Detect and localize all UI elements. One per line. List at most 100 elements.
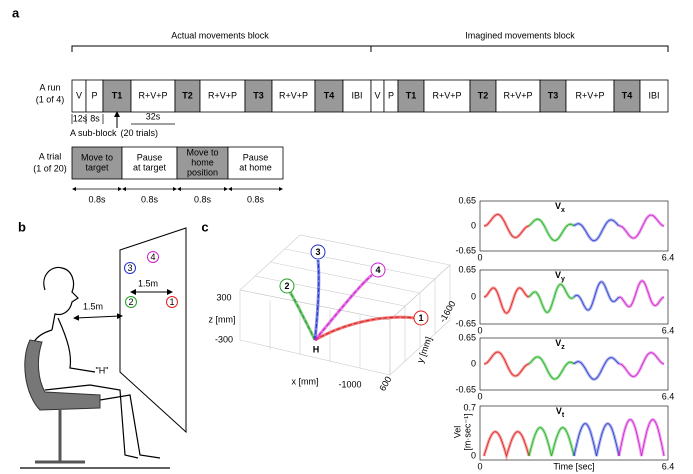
- run-cell-label: T4: [324, 90, 335, 100]
- z-label: z [mm]: [209, 314, 236, 324]
- target-number: 1: [169, 297, 174, 307]
- velocity-mean: [483, 351, 530, 377]
- home-label: "H": [96, 365, 109, 375]
- plot-title-sub: x: [561, 207, 565, 214]
- plot-frame: [479, 337, 669, 391]
- velocity-band: [527, 217, 575, 243]
- run-cell-label: T1: [406, 90, 417, 100]
- plot-title-main: V: [555, 338, 561, 348]
- target-board: [119, 227, 187, 434]
- velocity-band: [527, 355, 575, 381]
- run-cell: [565, 79, 615, 113]
- duration: 0.8s: [194, 194, 212, 204]
- target-number: 3: [315, 247, 320, 257]
- target-marker: [310, 244, 326, 260]
- distance: 1.5m: [83, 301, 103, 311]
- trial-cell-label: Pause: [137, 152, 163, 162]
- target-marker: [166, 296, 178, 308]
- velocity-band: [619, 351, 665, 379]
- target-number: 1: [418, 313, 423, 323]
- trial-cell-label: Move to: [81, 152, 113, 162]
- velocity-mean: [619, 214, 665, 239]
- run-cell: [199, 79, 246, 113]
- run-cell-label: P: [91, 90, 97, 100]
- y-tick: 0: [471, 220, 476, 230]
- velocity-band: [572, 280, 621, 312]
- target-marker: [147, 251, 159, 263]
- home-label: H: [313, 344, 320, 354]
- plot-title-sub: y: [561, 276, 565, 283]
- target-marker: [124, 262, 136, 274]
- plot-title-sub: z: [561, 344, 565, 351]
- velocity-mean: [483, 287, 530, 314]
- duration: 0.8s: [247, 194, 265, 204]
- run-cell-label: IBI: [648, 90, 659, 100]
- z-tick: 300: [216, 292, 231, 302]
- plot-title: Vz: [555, 338, 565, 350]
- x-tick: 6.4: [662, 325, 675, 335]
- x-label: Time [sec]: [553, 461, 594, 471]
- run-label: A run: [39, 82, 60, 92]
- run-cell-label: R+V+P: [503, 90, 532, 100]
- run-cell-label: T3: [253, 90, 264, 100]
- run-cell-label: IBI: [351, 90, 362, 100]
- run-cell: [423, 79, 471, 113]
- run-cell-label: T3: [548, 90, 559, 100]
- trial-cell-label: at target: [133, 162, 167, 172]
- velocity-mean: [619, 352, 665, 378]
- y-tick: 0: [471, 291, 476, 301]
- x-tick: 0: [477, 391, 482, 401]
- run-cell: [539, 79, 567, 113]
- run-cell-label: T1: [112, 90, 123, 100]
- velocity-band: [618, 279, 665, 309]
- trial-cell-label: target: [85, 162, 109, 172]
- timing: 12s: [73, 113, 88, 123]
- y-tick: 0.65: [458, 264, 476, 274]
- velocity-mean: [528, 356, 575, 380]
- x-tick: 0: [477, 461, 482, 471]
- velocity-mean: [528, 283, 575, 313]
- velocity-mean: [483, 214, 530, 238]
- velocity-band: [617, 418, 666, 457]
- x-tick: 6.4: [662, 391, 675, 401]
- run-cell: [102, 79, 132, 113]
- y-tick: 0.65: [458, 332, 476, 342]
- run-cell-label: R+V+P: [279, 90, 308, 100]
- run-cell-label: T2: [182, 90, 193, 100]
- run-cell-label: P: [388, 90, 394, 100]
- panel-label: b: [18, 219, 26, 234]
- run-cell-label: R+V+P: [208, 90, 237, 100]
- y-tick: 0.65: [458, 195, 476, 205]
- trajectory-mean: [314, 274, 373, 341]
- plot-title: Vt: [556, 406, 565, 418]
- run-cell-label: V: [76, 90, 82, 100]
- run-cell: [639, 79, 669, 113]
- trial-cell: [176, 146, 229, 180]
- target-number: 2: [284, 281, 289, 291]
- panel-label: a: [12, 5, 20, 20]
- z-tick: -300: [215, 334, 233, 344]
- duration: 0.8s: [141, 194, 159, 204]
- velocity-band: [572, 422, 621, 457]
- trial-cell-label: home: [191, 157, 214, 167]
- run-cell: [613, 79, 641, 113]
- block-label: Imagined movements block: [465, 30, 575, 40]
- plot-title: Vy: [555, 270, 565, 282]
- y-tick: 600: [377, 375, 393, 393]
- x-tick: 6.4: [662, 252, 675, 262]
- target-marker: [370, 262, 386, 278]
- run-cell: [174, 79, 201, 113]
- run-cell-label: V: [374, 90, 380, 100]
- velocity-mean: [573, 423, 620, 457]
- trajectory-mean: [314, 316, 416, 341]
- trial-cell-label: Pause: [243, 152, 269, 162]
- plot-frame: [479, 269, 669, 325]
- run-cell-label: R+V+P: [575, 90, 604, 100]
- plot-title-main: V: [556, 406, 562, 416]
- y-tick: -0.65: [455, 318, 476, 328]
- trial-cell-label: at home: [239, 162, 272, 172]
- sub-block-label: A sub-block (20 trials): [70, 128, 158, 138]
- x-tick: 0: [477, 252, 482, 262]
- x-tick: -1000: [338, 379, 361, 389]
